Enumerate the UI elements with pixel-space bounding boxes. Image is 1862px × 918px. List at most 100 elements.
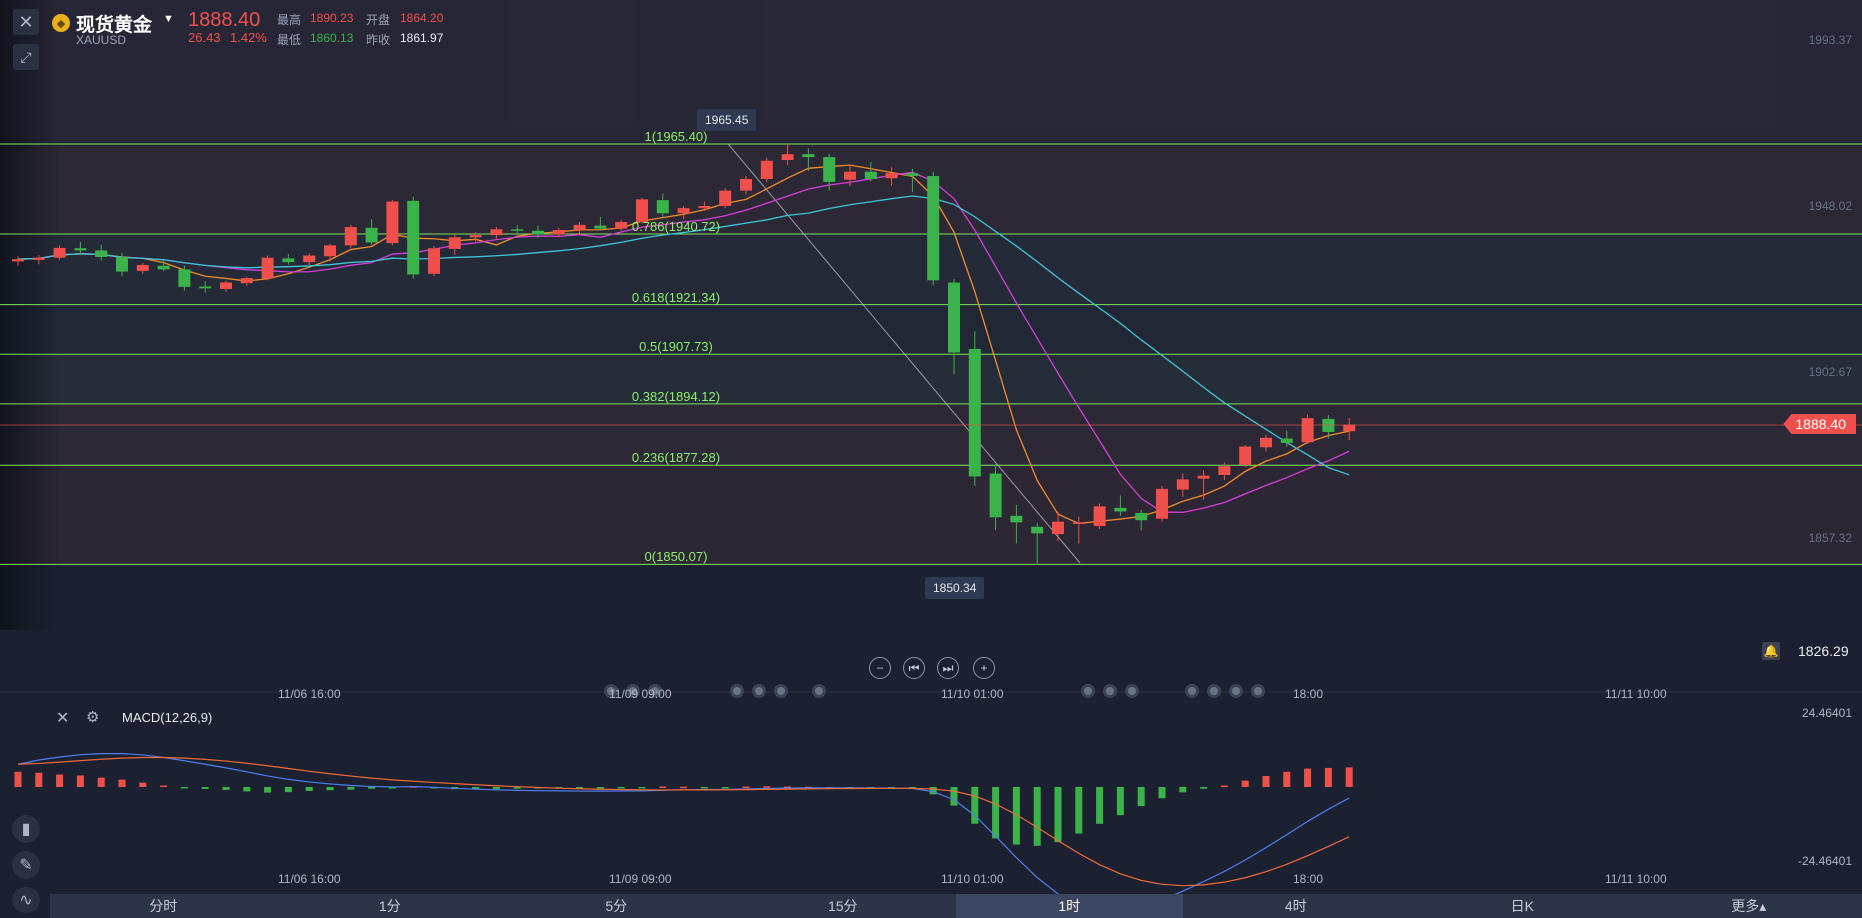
candle-body xyxy=(1052,521,1064,535)
last-price: 1888.40 xyxy=(188,9,261,31)
fib-bands xyxy=(0,0,1862,565)
fib-band xyxy=(0,354,1862,404)
candle-body xyxy=(428,248,440,274)
macd-settings-icon[interactable]: ⚙ xyxy=(86,709,100,726)
candle-body xyxy=(407,200,420,275)
fib-trend-line xyxy=(727,143,1081,564)
line-tool-icon[interactable]: ∿ xyxy=(12,887,40,913)
event-dot[interactable] xyxy=(812,684,826,698)
prev-close-label: 昨收 xyxy=(366,33,391,47)
macd-bar xyxy=(638,787,646,789)
event-dot[interactable] xyxy=(730,684,744,698)
period-7[interactable]: 日K xyxy=(1510,898,1534,914)
period-5[interactable]: 1时 xyxy=(956,894,1183,918)
candle-body xyxy=(261,257,274,279)
macd-bar xyxy=(347,787,355,790)
macd-bar xyxy=(1200,787,1208,789)
fib-band xyxy=(0,0,1862,144)
macd-bar xyxy=(929,787,937,795)
event-dot[interactable] xyxy=(1081,684,1095,698)
macd-bar xyxy=(492,787,500,789)
macd-bar xyxy=(14,771,22,787)
fib-band xyxy=(0,304,1862,355)
macd-dea-line xyxy=(17,756,1350,887)
candle-body xyxy=(240,278,253,284)
macd-lines xyxy=(17,753,1350,911)
symbol-code: XAUUSD xyxy=(76,33,127,47)
close-macd-icon[interactable]: ✕ xyxy=(56,710,70,727)
zoom-in-button[interactable]: + xyxy=(973,657,995,679)
candle-body xyxy=(386,201,399,244)
candle-body xyxy=(532,230,544,235)
period-4[interactable]: 15分 xyxy=(827,898,858,914)
event-dot[interactable] xyxy=(1229,684,1243,698)
candle-body xyxy=(1197,475,1210,479)
event-dot[interactable] xyxy=(648,684,662,698)
macd-bar xyxy=(721,787,729,789)
expand-icon[interactable]: ⤢ xyxy=(13,44,39,70)
fib-level-label: 0.618(1921.34) xyxy=(631,289,721,305)
fib-level-label: 1(1965.40) xyxy=(644,128,708,144)
ma-line xyxy=(17,171,1350,513)
event-dot[interactable] xyxy=(1103,684,1117,698)
trend-lines xyxy=(727,143,1081,564)
bell-icon[interactable]: 🔔 xyxy=(1762,642,1780,660)
candle-body xyxy=(1239,446,1252,465)
candle-body xyxy=(740,178,752,191)
macd-bar xyxy=(1033,787,1041,846)
period-1[interactable]: 分时 xyxy=(149,898,178,914)
macd-bar xyxy=(596,787,604,789)
event-dot[interactable] xyxy=(1207,684,1221,698)
event-dot[interactable] xyxy=(1185,684,1199,698)
time-tick: 11/06 16:00 xyxy=(278,872,341,886)
candle-body xyxy=(906,173,919,177)
macd-bar xyxy=(472,787,480,790)
zoom-out-button[interactable]: − xyxy=(869,657,891,679)
event-dot[interactable] xyxy=(752,684,766,698)
macd-bar xyxy=(908,787,916,789)
period-2[interactable]: 1分 xyxy=(378,898,401,914)
lower-price-label: 1826.29 xyxy=(1798,643,1849,659)
candle-body xyxy=(1031,526,1044,534)
candle-body xyxy=(927,176,940,281)
candle-body xyxy=(282,258,295,263)
event-dot[interactable] xyxy=(774,684,788,698)
candle-body xyxy=(1343,424,1356,432)
candle-body xyxy=(116,256,128,272)
period-6[interactable]: 4时 xyxy=(1284,898,1307,914)
macd-bar xyxy=(264,787,272,793)
candle-body xyxy=(656,200,669,214)
event-dot[interactable] xyxy=(626,684,640,698)
symbol-dropdown-icon[interactable]: ▼ xyxy=(163,13,174,25)
period-8[interactable]: 更多▴ xyxy=(1731,898,1767,914)
macd-bar xyxy=(97,777,105,787)
fib-level-label: 0(1850.07) xyxy=(644,549,708,565)
candle-body xyxy=(1010,515,1023,523)
price-change-pct: 1.42% xyxy=(230,30,267,45)
macd-bar xyxy=(76,775,84,787)
indicator-tool-icon[interactable]: ▮ xyxy=(12,815,40,843)
event-dot[interactable] xyxy=(604,684,618,698)
candle-body xyxy=(698,205,711,209)
macd-bar xyxy=(1345,767,1353,787)
scroll-end-button[interactable]: ⏭ xyxy=(937,657,959,679)
time-tick: 11/10 01:00 xyxy=(941,872,1004,886)
macd-bar xyxy=(118,779,126,787)
macd-bar xyxy=(1324,767,1332,787)
candle-body xyxy=(948,282,960,353)
draw-tool-icon[interactable]: ✎ xyxy=(12,851,40,879)
candle-body xyxy=(552,230,565,235)
symbol-name[interactable]: 现货黄金 xyxy=(76,15,153,36)
macd-bar xyxy=(659,786,667,789)
macd-bar xyxy=(1283,771,1291,787)
macd-bar xyxy=(763,786,771,788)
close-icon[interactable]: ✕ xyxy=(13,9,39,35)
scroll-start-button[interactable]: ⏮ xyxy=(903,657,925,679)
candle-body xyxy=(1114,507,1127,512)
event-dot[interactable] xyxy=(1251,684,1265,698)
period-3[interactable]: 5分 xyxy=(605,898,628,914)
candle-body xyxy=(12,259,24,262)
candle-body xyxy=(1301,418,1314,443)
event-dot[interactable] xyxy=(1125,684,1139,698)
